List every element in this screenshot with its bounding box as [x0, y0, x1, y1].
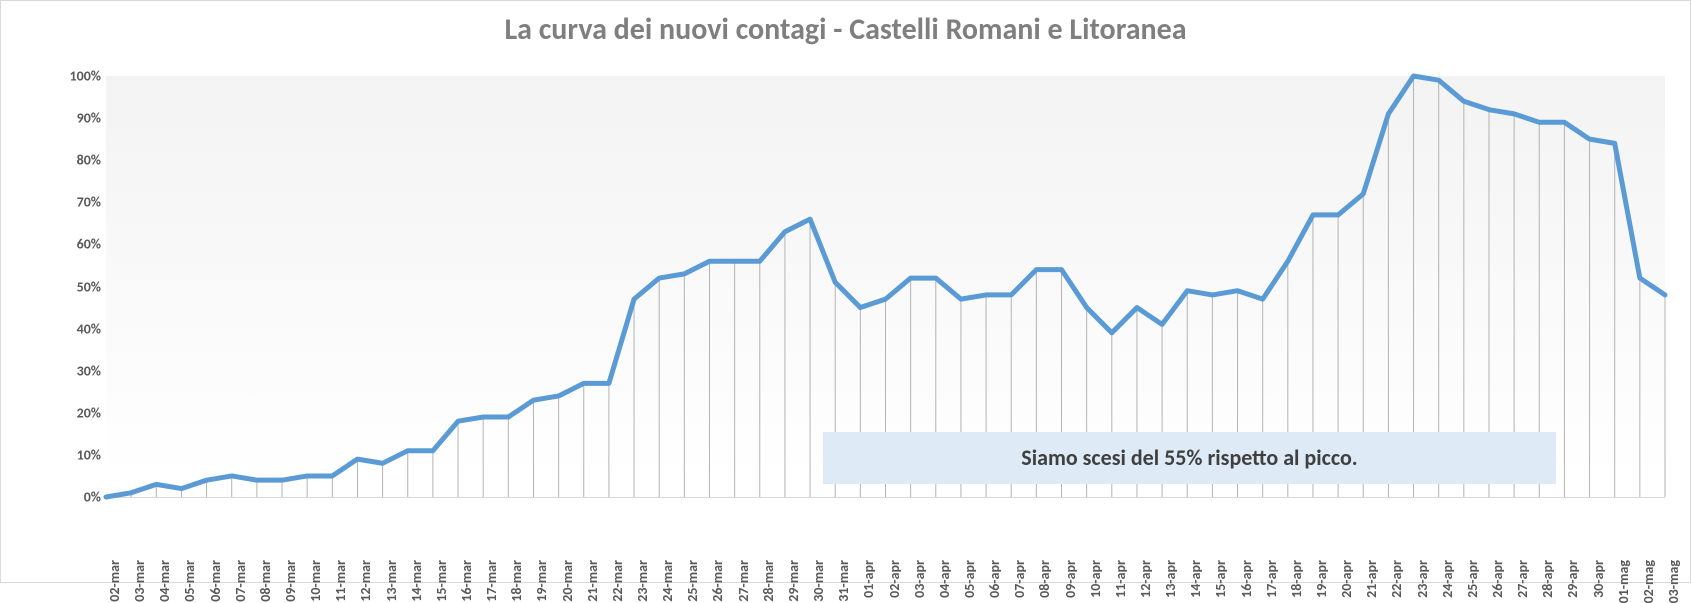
y-tick-label: 30% — [56, 362, 101, 379]
x-tick-label: 11-apr — [1112, 560, 1129, 598]
x-tick-label: 16-apr — [1238, 560, 1255, 598]
y-tick-label: 90% — [56, 110, 101, 127]
x-tick-label: 24-apr — [1439, 560, 1456, 598]
x-tick-label: 05-mar — [181, 560, 198, 602]
x-tick-label: 10-apr — [1087, 560, 1104, 598]
x-tick-label: 31-mar — [835, 560, 852, 602]
x-tick-label: 30-apr — [1590, 560, 1607, 598]
x-tick-label: 02-mar — [106, 560, 123, 602]
x-tick-label: 02-mag — [1640, 560, 1657, 603]
x-tick-label: 28-apr — [1539, 560, 1556, 598]
x-tick-label: 14-mar — [408, 560, 425, 602]
x-tick-label: 27-mar — [735, 560, 752, 602]
x-tick-label: 19-mar — [533, 560, 550, 602]
chart-container: La curva dei nuovi contagi - Castelli Ro… — [0, 0, 1691, 583]
x-tick-label: 13-apr — [1162, 560, 1179, 598]
gridline-horizontal — [106, 497, 1665, 498]
x-tick-label: 20-mar — [559, 560, 576, 602]
x-tick-label: 12-apr — [1137, 560, 1154, 598]
y-tick-label: 40% — [56, 320, 101, 337]
x-tick-label: 08-apr — [1036, 560, 1053, 598]
x-tick-label: 28-mar — [760, 560, 777, 602]
x-tick-label: 22-mar — [609, 560, 626, 602]
x-tick-label: 15-mar — [433, 560, 450, 602]
y-tick-label: 100% — [56, 68, 101, 85]
chart-title: La curva dei nuovi contagi - Castelli Ro… — [1, 1, 1690, 48]
y-tick-label: 20% — [56, 404, 101, 421]
annotation-box: Siamo scesi del 55% rispetto al picco. — [823, 432, 1556, 484]
annotation-text: Siamo scesi del 55% rispetto al picco. — [1021, 444, 1357, 471]
x-tick-label: 13-mar — [383, 560, 400, 602]
x-tick-label: 14-apr — [1187, 560, 1204, 598]
x-tick-label: 17-mar — [483, 560, 500, 602]
y-axis: 0%10%20%30%40%50%60%70%80%90%100% — [56, 76, 101, 497]
x-tick-label: 11-mar — [332, 560, 349, 602]
x-tick-label: 03-mar — [131, 560, 148, 602]
x-tick-label: 07-apr — [1011, 560, 1028, 598]
x-tick-label: 02-apr — [886, 560, 903, 598]
x-tick-label: 25-mar — [684, 560, 701, 602]
x-tick-label: 29-mar — [785, 560, 802, 602]
x-tick-label: 04-apr — [936, 560, 953, 598]
x-tick-label: 23-mar — [634, 560, 651, 602]
x-tick-label: 01-mag — [1615, 560, 1632, 603]
x-tick-label: 06-mar — [207, 560, 224, 602]
x-tick-label: 04-mar — [156, 560, 173, 602]
x-tick-label: 22-apr — [1388, 560, 1405, 598]
x-tick-label: 01-apr — [860, 560, 877, 598]
y-tick-label: 60% — [56, 236, 101, 253]
x-tick-label: 12-mar — [357, 560, 374, 602]
y-tick-label: 80% — [56, 152, 101, 169]
x-tick-label: 29-apr — [1564, 560, 1581, 598]
x-tick-label: 06-apr — [986, 560, 1003, 598]
x-tick-label: 08-mar — [257, 560, 274, 602]
x-tick-label: 23-apr — [1414, 560, 1431, 598]
x-axis: 02-mar03-mar04-mar05-mar06-mar07-mar08-m… — [106, 502, 1665, 577]
y-tick-label: 50% — [56, 278, 101, 295]
x-tick-label: 09-mar — [282, 560, 299, 602]
y-tick-label: 10% — [56, 446, 101, 463]
x-tick-label: 27-apr — [1514, 560, 1531, 598]
x-tick-label: 15-apr — [1212, 560, 1229, 598]
x-tick-label: 21-mar — [584, 560, 601, 602]
x-tick-label: 03-mag — [1665, 560, 1682, 603]
y-tick-label: 0% — [56, 489, 101, 506]
x-tick-label: 09-apr — [1062, 560, 1079, 598]
plot-area: Siamo scesi del 55% rispetto al picco. — [106, 76, 1665, 497]
x-tick-label: 25-apr — [1464, 560, 1481, 598]
x-tick-label: 19-apr — [1313, 560, 1330, 598]
x-tick-label: 20-apr — [1338, 560, 1355, 598]
x-tick-label: 10-mar — [307, 560, 324, 602]
x-tick-label: 26-mar — [709, 560, 726, 602]
x-tick-label: 17-apr — [1263, 560, 1280, 598]
x-tick-label: 16-mar — [458, 560, 475, 602]
x-tick-label: 18-mar — [508, 560, 525, 602]
x-tick-label: 07-mar — [232, 560, 249, 602]
x-tick-label: 30-mar — [810, 560, 827, 602]
x-tick-label: 03-apr — [911, 560, 928, 598]
x-tick-label: 18-apr — [1288, 560, 1305, 598]
x-tick-label: 26-apr — [1489, 560, 1506, 598]
x-tick-label: 21-apr — [1363, 560, 1380, 598]
x-tick-label: 24-mar — [659, 560, 676, 602]
x-tick-label: 05-apr — [961, 560, 978, 598]
y-tick-label: 70% — [56, 194, 101, 211]
